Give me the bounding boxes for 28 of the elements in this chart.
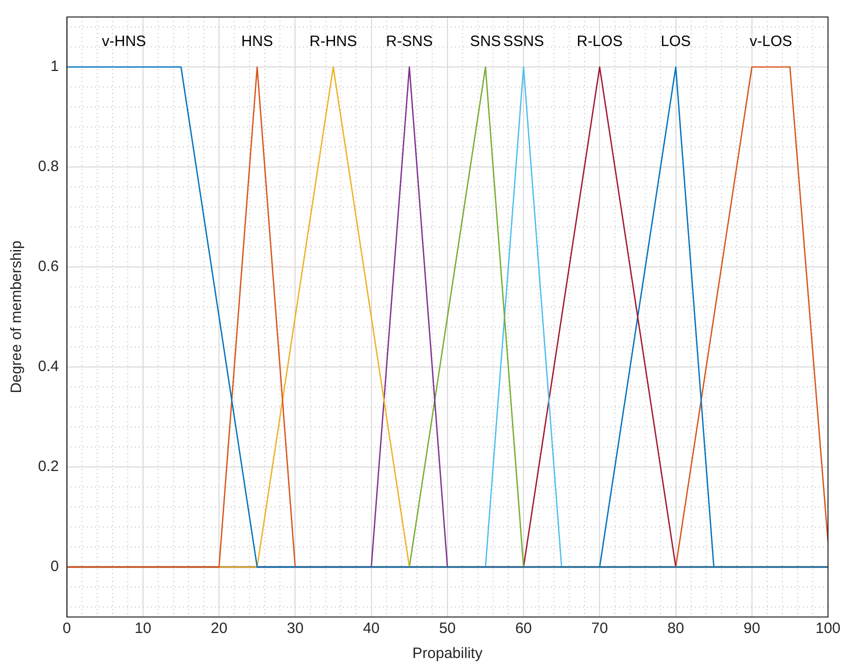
y-tick-label: 0.6 bbox=[38, 258, 59, 276]
x-tick-label: 50 bbox=[439, 620, 456, 638]
series-label: HNS bbox=[241, 33, 273, 50]
x-tick-label: 0 bbox=[62, 620, 72, 638]
x-tick-label: 90 bbox=[744, 620, 760, 638]
x-tick-label: 100 bbox=[815, 620, 841, 638]
x-tick-label: 20 bbox=[210, 620, 228, 638]
series-label: LOS bbox=[660, 33, 691, 50]
x-tick-label: 70 bbox=[591, 620, 608, 638]
x-tick-label: 80 bbox=[667, 620, 684, 638]
x-tick-label: 60 bbox=[515, 620, 532, 638]
series-label: R-HNS bbox=[310, 33, 358, 50]
series-label: SNS bbox=[470, 33, 501, 50]
series-label: R-SNS bbox=[386, 33, 433, 50]
y-axis-title: Degree of membership bbox=[8, 240, 26, 394]
series-label: v-LOS bbox=[750, 33, 792, 50]
x-axis-title: Propability bbox=[412, 645, 483, 662]
series-label: SSNS bbox=[503, 33, 544, 50]
x-tick-label: 30 bbox=[286, 620, 304, 638]
series-label: R-LOS bbox=[576, 33, 623, 50]
x-tick-label: 10 bbox=[134, 620, 152, 638]
y-tick-label: 0.8 bbox=[38, 158, 59, 176]
y-tick-label: 0.2 bbox=[38, 458, 59, 476]
x-tick-label: 40 bbox=[362, 620, 380, 638]
y-tick-label: 1 bbox=[50, 58, 59, 76]
y-tick-label: 0 bbox=[50, 558, 59, 576]
series-label: v-HNS bbox=[102, 33, 146, 50]
y-tick-label: 0.4 bbox=[38, 358, 59, 376]
